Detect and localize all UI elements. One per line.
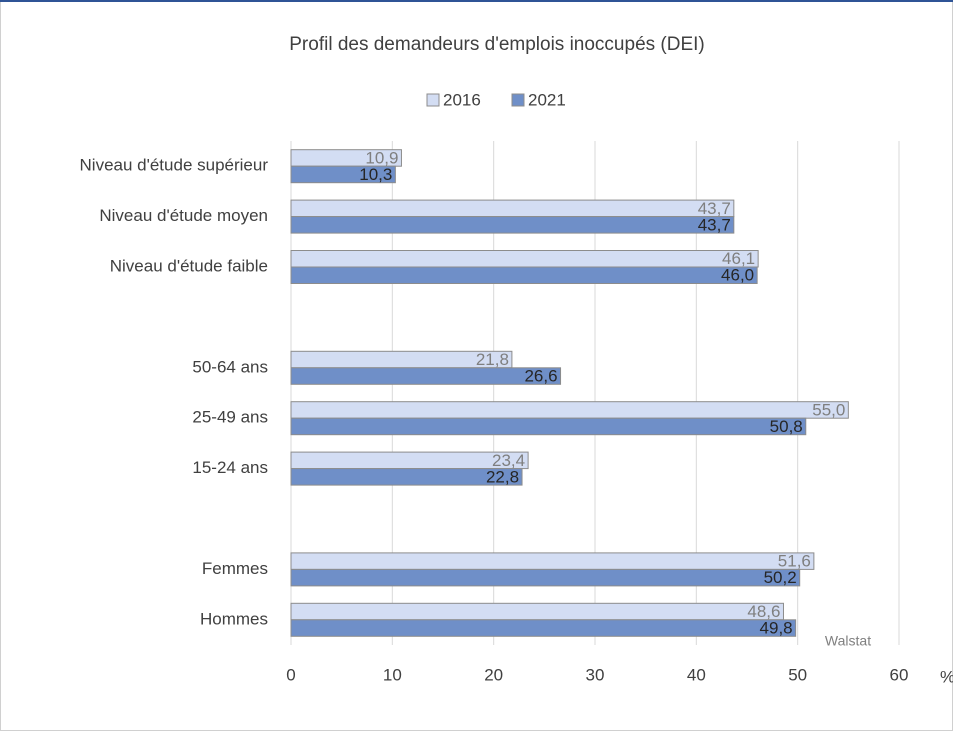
bar: [290, 199, 735, 218]
value-label: 46,0: [721, 266, 754, 285]
bar: [290, 417, 807, 436]
bar: [290, 250, 759, 268]
value-label: 43,7: [698, 199, 731, 218]
y-tick-label: Hommes: [200, 609, 268, 628]
y-tick-label: 50-64 ans: [192, 357, 268, 376]
y-tick-label: Niveau d'étude moyen: [99, 206, 268, 225]
x-tick-label: 20: [484, 665, 503, 684]
y-tick-label: 15-24 ans: [192, 458, 268, 477]
value-label: 51,6: [778, 552, 811, 571]
value-label: 50,2: [764, 568, 797, 587]
value-label: 23,4: [492, 451, 525, 470]
legend-swatch: [511, 93, 525, 107]
y-tick-label: 25-49 ans: [192, 408, 268, 427]
value-label: 46,1: [722, 249, 755, 268]
bar: [290, 367, 562, 385]
bar: [290, 568, 801, 587]
y-tick-label: Femmes: [202, 559, 268, 578]
source: Walstat: [825, 633, 871, 649]
legend-label: 2021: [528, 90, 566, 109]
value-label: 55,0: [812, 400, 845, 419]
y-tick-label: Niveau d'étude faible: [110, 256, 268, 275]
value-label: 21,8: [476, 350, 509, 369]
bar: [290, 165, 396, 184]
x-tick-label: 60: [890, 665, 909, 684]
bar: [290, 602, 784, 621]
y-tick-label: Niveau d'étude supérieur: [80, 156, 269, 175]
x-tick-label: 50: [788, 665, 807, 684]
legend-swatch: [426, 93, 440, 107]
x-tick-label: 40: [687, 665, 706, 684]
bar: [290, 468, 523, 486]
value-label: 43,7: [698, 215, 731, 234]
value-label: 50,8: [770, 417, 803, 436]
value-label: 22,8: [486, 467, 519, 486]
x-unit: %: [940, 667, 953, 686]
x-tick-label: 10: [383, 665, 402, 684]
value-label: 49,8: [760, 619, 793, 638]
bar: [290, 552, 815, 570]
value-label: 26,6: [524, 367, 557, 386]
bar: [290, 401, 849, 419]
bar: [290, 266, 758, 284]
value-label: 48,6: [747, 602, 780, 621]
value-label: 10,3: [359, 165, 392, 184]
x-tick-label: 0: [286, 665, 295, 684]
x-tick-label: 30: [586, 665, 605, 684]
bar: [290, 619, 797, 637]
legend-label: 2016: [443, 90, 481, 109]
value-label: 10,9: [365, 148, 398, 167]
chart-title: Profil des demandeurs d'emplois inoccupé…: [289, 34, 705, 55]
bar: [290, 216, 735, 234]
